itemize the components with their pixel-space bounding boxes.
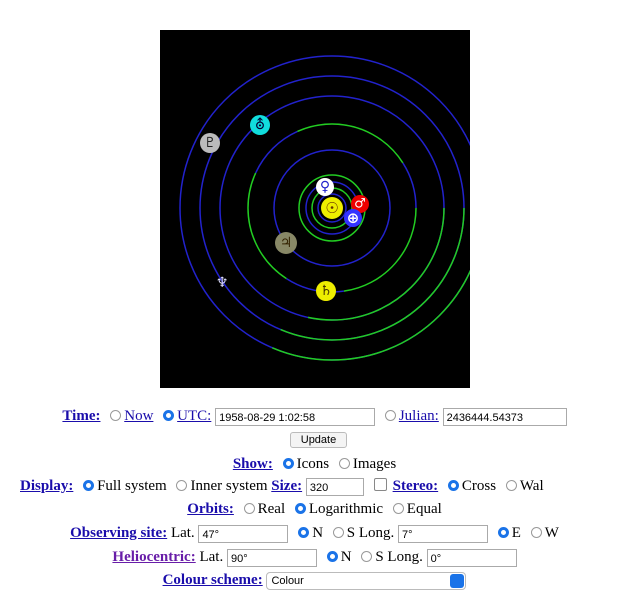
radio[interactable] [338, 458, 350, 469]
radio[interactable] [326, 551, 338, 562]
link[interactable]: Size: [271, 478, 303, 494]
label: W [544, 525, 559, 541]
display-row: Display: Full system Inner system Size: … [20, 476, 629, 496]
radio[interactable] [282, 458, 294, 469]
select[interactable]: Colour [266, 571, 467, 590]
link[interactable]: Show: [232, 456, 273, 472]
input[interactable]: 2436444.54373 [442, 407, 567, 426]
radio[interactable] [294, 503, 306, 514]
label: Logarithmic [308, 501, 384, 517]
label: Icons [296, 456, 330, 472]
radio[interactable] [298, 527, 310, 538]
label: N [340, 549, 352, 565]
mars-icon [351, 195, 369, 213]
planet-symbol: ♂ [354, 197, 366, 212]
checkbox[interactable] [373, 478, 387, 491]
label: Lat. [170, 525, 195, 541]
radio[interactable] [243, 503, 255, 514]
planet-symbol: ♆ [216, 275, 229, 291]
planet-symbol: ⊕ [347, 209, 360, 227]
venus-icon [316, 178, 334, 196]
earth-icon [344, 209, 362, 227]
link[interactable]: Now [124, 408, 154, 424]
orrery: ♇ ⛢ ♀ ☉ ♂ ⊕ ♃ ♄ ♆ [160, 30, 470, 388]
planet-symbol: ⛢ [255, 117, 265, 133]
label: Cross [461, 478, 497, 494]
label: Images [352, 456, 397, 472]
radio[interactable] [332, 527, 344, 538]
radio[interactable] [110, 410, 122, 421]
input[interactable]: 47° [198, 524, 289, 543]
link[interactable]: UTC: [177, 408, 212, 424]
label: S Long. [346, 525, 395, 541]
radio[interactable] [83, 480, 95, 491]
link[interactable]: Julian: [398, 408, 439, 424]
radio[interactable] [176, 480, 188, 491]
radio[interactable] [384, 410, 396, 421]
planet-symbol: ♄ [320, 283, 333, 299]
input[interactable]: 90° [226, 548, 317, 567]
input[interactable]: 1958-08-29 1:02:58 [215, 407, 376, 426]
radio[interactable] [497, 527, 509, 538]
radio[interactable] [392, 503, 404, 514]
orbits [179, 55, 470, 361]
label: N [312, 525, 324, 541]
helio-row: Heliocentric: Lat. 90° N S Long. 0° [0, 547, 629, 567]
jupiter-icon [275, 232, 297, 254]
label: Wal [519, 478, 544, 494]
orbits-row: Orbits: Real Logarithmic Equal [0, 499, 629, 519]
label: E [511, 525, 521, 541]
button[interactable]: Update [289, 432, 348, 448]
saturn-icon [316, 281, 336, 301]
label: Full system [97, 478, 167, 494]
radio[interactable] [530, 527, 542, 538]
label: Equal [406, 501, 442, 517]
uranus-icon [250, 115, 270, 135]
planet-symbol: ♇ [204, 135, 217, 151]
link[interactable]: Time: [62, 408, 101, 424]
link[interactable]: Display: [20, 478, 74, 494]
radio[interactable] [163, 410, 175, 421]
time-row: Time: Now UTC: 1958-08-29 1:02:58 Julian… [0, 406, 629, 426]
link[interactable]: Heliocentric: [112, 549, 196, 565]
planet-symbol: ☉ [325, 199, 338, 217]
radio[interactable] [361, 551, 373, 562]
label: Lat. [199, 549, 224, 565]
site-row: Observing site: Lat. 47° N S Long. 7° E … [0, 523, 629, 543]
input[interactable]: 0° [426, 548, 517, 567]
planet-symbol: ♀ [320, 179, 330, 195]
link[interactable]: Orbits: [187, 501, 234, 517]
label: S Long. [375, 549, 423, 565]
update-row: Update [4, 429, 629, 449]
show-row: Show: Icons Images [0, 454, 629, 474]
link[interactable]: Observing site: [70, 525, 168, 541]
label: Inner system [190, 478, 268, 494]
link[interactable]: Stereo: [392, 478, 439, 494]
radio[interactable] [447, 480, 459, 491]
orrery-bg [160, 30, 470, 388]
input[interactable]: 320 [305, 477, 364, 496]
planet-symbol: ♃ [280, 235, 293, 251]
input[interactable]: 7° [398, 524, 489, 543]
link[interactable]: Colour scheme: [162, 572, 263, 588]
label: Real [257, 501, 286, 517]
colour-row: Colour scheme: Colour [0, 570, 629, 590]
pluto-icon [200, 133, 220, 153]
sun-icon [321, 197, 343, 219]
radio[interactable] [505, 480, 517, 491]
